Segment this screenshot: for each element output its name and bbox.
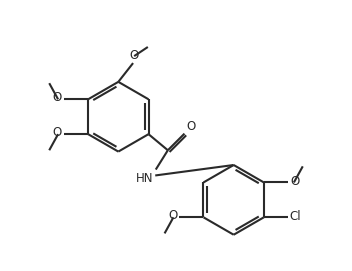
Text: O: O — [186, 120, 195, 133]
Text: O: O — [129, 49, 139, 62]
Text: O: O — [290, 175, 300, 188]
Text: O: O — [52, 126, 62, 139]
Text: O: O — [168, 209, 177, 222]
Text: Cl: Cl — [290, 210, 301, 223]
Text: O: O — [52, 91, 62, 104]
Text: HN: HN — [136, 172, 153, 185]
